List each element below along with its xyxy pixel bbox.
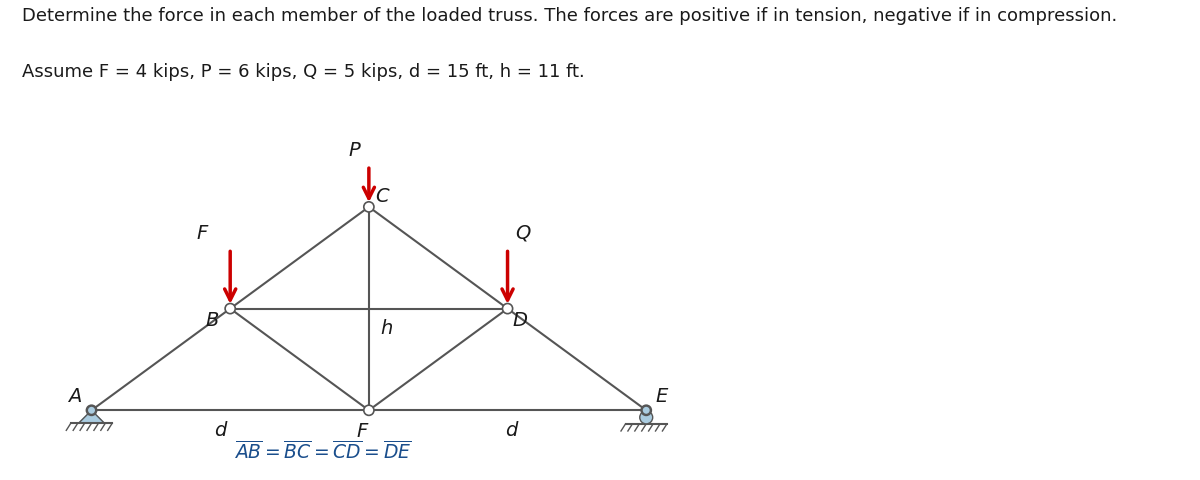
Text: $Q$: $Q$	[515, 223, 532, 242]
Text: $A$: $A$	[67, 386, 83, 405]
Text: Assume F = 4 kips, P = 6 kips, Q = 5 kips, d = 15 ft, h = 11 ft.: Assume F = 4 kips, P = 6 kips, Q = 5 kip…	[22, 62, 584, 80]
Text: $\overline{AB} = \overline{BC} = \overline{CD} = \overline{DE}$: $\overline{AB} = \overline{BC} = \overli…	[234, 440, 412, 462]
Circle shape	[503, 304, 512, 314]
Text: $F$: $F$	[197, 224, 210, 242]
Text: $E$: $E$	[655, 386, 670, 405]
Circle shape	[226, 304, 235, 314]
Circle shape	[86, 405, 96, 416]
Text: $h$: $h$	[380, 318, 392, 337]
Text: $B$: $B$	[205, 311, 220, 330]
Circle shape	[364, 203, 374, 213]
Circle shape	[641, 405, 652, 416]
Text: Determine the force in each member of the loaded truss. The forces are positive : Determine the force in each member of th…	[22, 7, 1117, 25]
Text: $P$: $P$	[348, 141, 361, 159]
Polygon shape	[78, 410, 104, 423]
Text: $d$: $d$	[505, 420, 520, 439]
Circle shape	[640, 411, 653, 424]
Text: $d$: $d$	[214, 420, 228, 439]
Text: $C$: $C$	[376, 187, 391, 205]
Circle shape	[364, 405, 374, 416]
Text: $F$: $F$	[355, 421, 370, 441]
Circle shape	[642, 406, 650, 415]
Text: $D$: $D$	[512, 311, 528, 330]
Circle shape	[88, 406, 96, 415]
